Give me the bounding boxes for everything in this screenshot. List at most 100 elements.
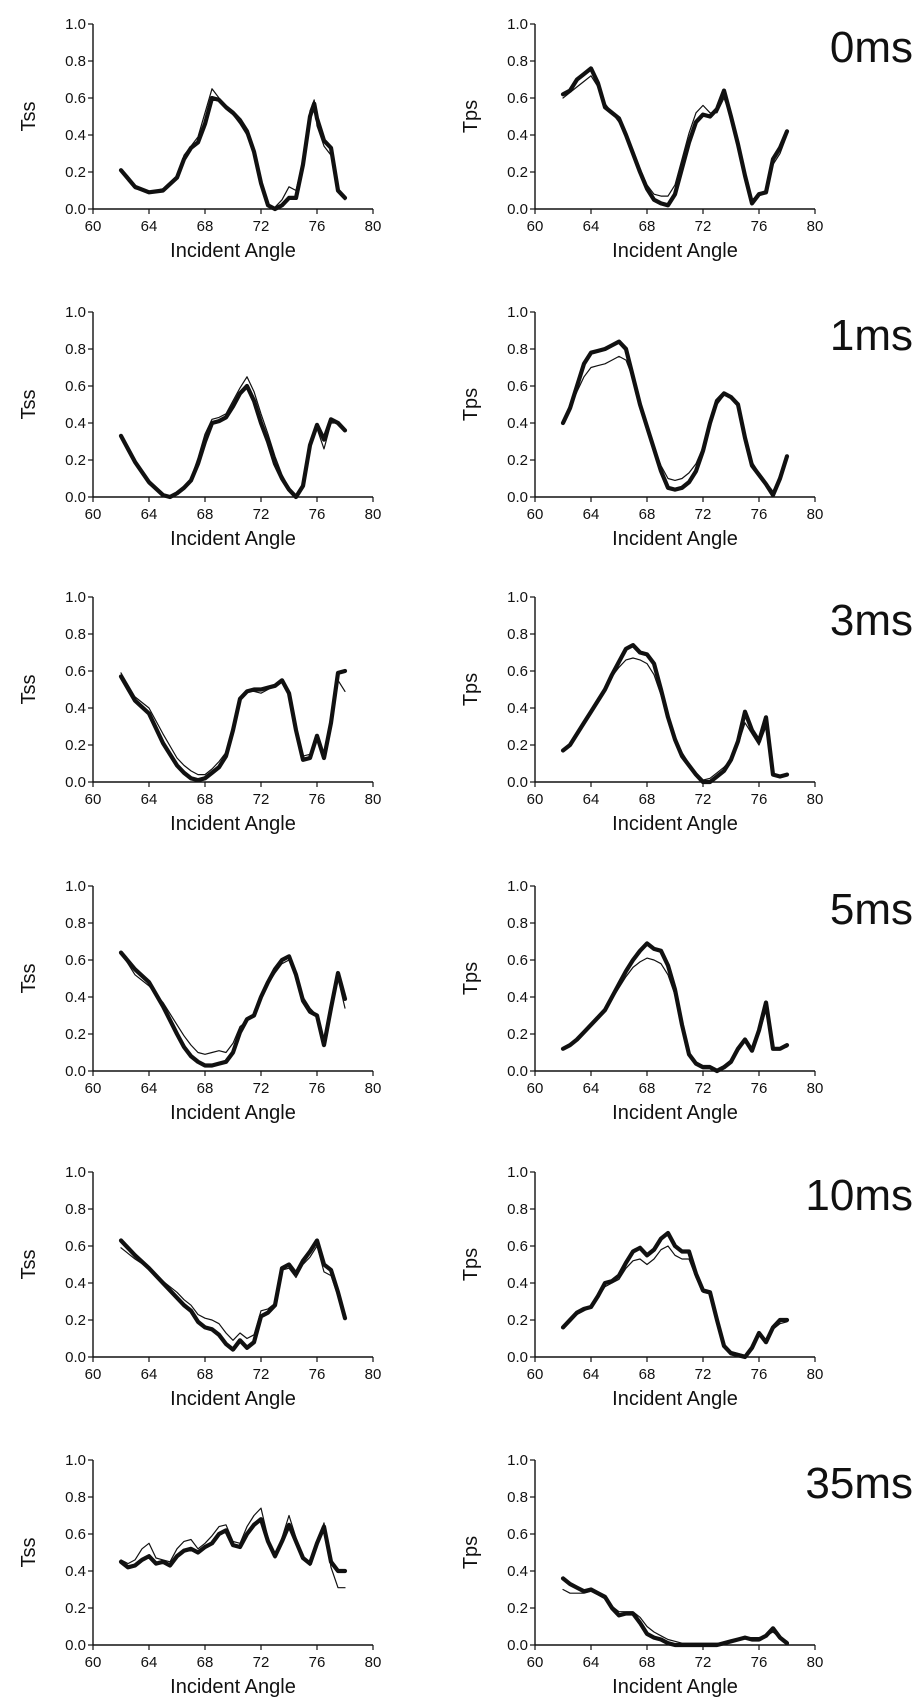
- y-tick-label: 0.0: [65, 201, 86, 218]
- series-line-thin: [120, 376, 346, 498]
- y-axis-label: Tss: [18, 390, 40, 420]
- panel-tps-0ms: 0.0 0.2 0.4 0.6 0.8 1.0 60 64 68 72 76 80 Incident A…: [460, 16, 913, 262]
- y-axis-label: Tss: [18, 675, 40, 705]
- x-tick-label: 68: [639, 1654, 656, 1671]
- x-tick-label: 68: [197, 1366, 214, 1383]
- x-tick-label: 72: [253, 218, 270, 235]
- x-axis-label: Incident Angle: [170, 240, 296, 262]
- y-tick-label: 0.4: [507, 1275, 528, 1292]
- x-tick-label: 64: [141, 218, 158, 235]
- series-line-thin: [120, 951, 346, 1055]
- y-tick-label: 0.6: [507, 378, 528, 395]
- x-tick-label: 68: [639, 1366, 656, 1383]
- panel-tss-10ms: 0.0 0.2 0.4 0.6 0.8 1.0 60 64 68 72 76 80 Incident A…: [18, 1164, 381, 1410]
- y-tick-label: 1.0: [65, 589, 86, 606]
- y-tick-label: 0.0: [65, 489, 86, 506]
- y-tick-label: 0.2: [65, 1026, 86, 1043]
- x-tick-label: 64: [141, 506, 158, 523]
- x-tick-label: 68: [639, 791, 656, 808]
- y-tick-label: 0.4: [65, 1275, 86, 1292]
- y-tick-label: 0.0: [507, 774, 528, 791]
- x-tick-label: 60: [527, 791, 544, 808]
- x-axis-label: Incident Angle: [170, 528, 296, 550]
- x-tick-label: 72: [695, 1366, 712, 1383]
- y-axis-label: Tss: [18, 1538, 40, 1568]
- y-tick-label: 0.4: [65, 127, 86, 144]
- x-tick-label: 76: [309, 791, 326, 808]
- y-tick-label: 0.8: [65, 1201, 86, 1218]
- x-tick-label: 60: [527, 218, 544, 235]
- x-tick-label: 60: [527, 1080, 544, 1097]
- series-line-thick: [118, 1517, 348, 1574]
- y-tick-label: 0.6: [507, 663, 528, 680]
- y-tick-label: 0.6: [65, 663, 86, 680]
- y-tick-label: 1.0: [65, 16, 86, 33]
- y-tick-label: 0.8: [507, 915, 528, 932]
- y-tick-label: 0.4: [507, 127, 528, 144]
- y-axis-label: Tss: [18, 1250, 40, 1280]
- y-tick-label: 0.4: [65, 1563, 86, 1580]
- x-tick-label: 80: [807, 1366, 824, 1383]
- series-line-thin: [120, 1507, 346, 1589]
- x-axis-label: Incident Angle: [170, 1388, 296, 1410]
- x-axis-label: Incident Angle: [612, 1388, 738, 1410]
- y-tick-label: 0.6: [65, 90, 86, 107]
- y-tick-label: 1.0: [507, 304, 528, 321]
- x-axis-label: Incident Angle: [612, 528, 738, 550]
- y-axis-label: Tps: [460, 962, 482, 995]
- x-tick-label: 68: [197, 506, 214, 523]
- x-tick-label: 64: [141, 791, 158, 808]
- x-tick-label: 64: [583, 506, 600, 523]
- y-tick-label: 1.0: [65, 878, 86, 895]
- y-tick-label: 0.0: [65, 774, 86, 791]
- x-tick-label: 64: [141, 1366, 158, 1383]
- x-tick-label: 60: [85, 791, 102, 808]
- series-line-thin: [120, 672, 346, 776]
- y-tick-label: 0.8: [507, 53, 528, 70]
- x-tick-label: 72: [253, 1654, 270, 1671]
- y-tick-label: 0.0: [65, 1349, 86, 1366]
- y-tick-label: 0.2: [507, 737, 528, 754]
- x-tick-label: 80: [807, 506, 824, 523]
- x-tick-label: 76: [751, 1654, 768, 1671]
- series-line-thick: [118, 1238, 348, 1352]
- x-tick-label: 64: [141, 1654, 158, 1671]
- y-tick-label: 0.2: [65, 737, 86, 754]
- y-tick-label: 0.8: [507, 341, 528, 358]
- x-tick-label: 68: [197, 1080, 214, 1097]
- series-line-thick: [118, 950, 348, 1068]
- x-axis-label: Incident Angle: [170, 813, 296, 835]
- y-axis-label: Tps: [460, 673, 482, 706]
- panel-tps-10ms: 0.0 0.2 0.4 0.6 0.8 1.0 60 64 68 72 76 80 Incident A…: [460, 1164, 913, 1410]
- series-line-thick: [560, 1576, 790, 1648]
- y-tick-label: 0.8: [65, 1489, 86, 1506]
- y-tick-label: 0.6: [65, 378, 86, 395]
- series-line-thin: [562, 75, 788, 201]
- x-tick-label: 68: [197, 1654, 214, 1671]
- panel-tss-0ms: 0.0 0.2 0.4 0.6 0.8 1.0 60 64 68 72 76 80 Incident A…: [18, 16, 381, 262]
- x-axis-label: Incident Angle: [170, 1102, 296, 1124]
- y-tick-label: 1.0: [65, 1164, 86, 1181]
- y-tick-label: 0.0: [507, 1637, 528, 1654]
- y-tick-label: 0.2: [507, 452, 528, 469]
- x-axis-label: Incident Angle: [612, 1102, 738, 1124]
- x-tick-label: 60: [527, 506, 544, 523]
- y-tick-label: 0.2: [65, 164, 86, 181]
- x-tick-label: 72: [695, 1080, 712, 1097]
- x-tick-label: 80: [365, 1080, 382, 1097]
- panel-tps-35ms: 0.0 0.2 0.4 0.6 0.8 1.0 60 64 68 72 76 80 Incident A…: [460, 1452, 913, 1698]
- x-tick-label: 76: [309, 1366, 326, 1383]
- x-tick-label: 64: [141, 1080, 158, 1097]
- x-tick-label: 76: [751, 1080, 768, 1097]
- x-tick-label: 60: [85, 218, 102, 235]
- y-tick-label: 0.4: [507, 700, 528, 717]
- y-tick-label: 0.4: [507, 989, 528, 1006]
- x-tick-label: 60: [85, 1366, 102, 1383]
- y-tick-label: 0.0: [65, 1063, 86, 1080]
- x-tick-label: 72: [695, 1654, 712, 1671]
- x-tick-label: 76: [309, 1654, 326, 1671]
- y-tick-label: 0.0: [507, 1349, 528, 1366]
- y-tick-label: 0.2: [65, 1312, 86, 1329]
- y-axis-label: Tps: [460, 1536, 482, 1569]
